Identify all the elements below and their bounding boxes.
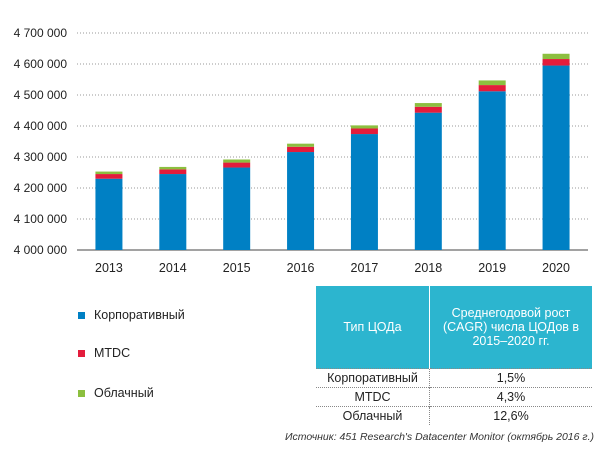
y-tick-label: 4 700 000 bbox=[14, 26, 68, 40]
y-tick-label: 4 200 000 bbox=[14, 181, 68, 195]
bar-mtdc bbox=[542, 59, 570, 66]
bar-cloud bbox=[159, 166, 187, 170]
y-tick-label: 4 500 000 bbox=[14, 88, 68, 102]
cagr-cell-value: 1,5% bbox=[429, 368, 592, 388]
bar-corporate bbox=[350, 134, 378, 250]
table-row: Корпоративный 1,5% bbox=[316, 368, 592, 388]
legend-item-mtdc: MTDC bbox=[78, 346, 130, 360]
bar-cloud bbox=[478, 80, 506, 86]
source-note: Источник: 451 Research's Datacenter Moni… bbox=[284, 431, 594, 443]
bar-corporate bbox=[414, 112, 442, 250]
bar-corporate bbox=[95, 178, 123, 250]
bar-mtdc bbox=[414, 106, 442, 113]
y-tick-label: 4 000 000 bbox=[14, 243, 68, 257]
bar-corporate bbox=[542, 65, 570, 250]
x-tick-label: 2015 bbox=[223, 261, 251, 275]
cagr-header-growth: Среднегодовой рост (CAGR) числа ЦОДов в … bbox=[429, 286, 592, 369]
cagr-table-header: Тип ЦОДа Среднегодовой рост (CAGR) числа… bbox=[316, 286, 592, 369]
x-tick-label: 2020 bbox=[542, 261, 570, 275]
cagr-header-type: Тип ЦОДа bbox=[316, 286, 430, 369]
x-tick-label: 2013 bbox=[95, 261, 123, 275]
legend-label-corporate: Корпоративный bbox=[94, 308, 185, 322]
legend-item-corporate: Корпоративный bbox=[78, 308, 185, 322]
x-tick-label: 2019 bbox=[478, 261, 506, 275]
cagr-table: Тип ЦОДа Среднегодовой рост (CAGR) числа… bbox=[316, 286, 592, 425]
bar-corporate bbox=[159, 174, 187, 250]
bar-cloud bbox=[287, 143, 315, 147]
y-tick-label: 4 300 000 bbox=[14, 150, 68, 164]
bar-mtdc bbox=[478, 85, 506, 92]
stacked-bar-chart: 4 000 000 4 100 000 4 200 000 4 300 000 4 40… bbox=[14, 26, 588, 275]
legend-swatch-mtdc bbox=[78, 349, 85, 357]
x-tick-label: 2018 bbox=[414, 261, 442, 275]
cagr-cell-value: 12,6% bbox=[429, 406, 592, 425]
y-tick-label: 4 600 000 bbox=[14, 57, 68, 71]
y-tick-label: 4 400 000 bbox=[14, 119, 68, 133]
x-tick-label: 2016 bbox=[287, 261, 315, 275]
bar-corporate bbox=[287, 152, 315, 250]
x-tick-label: 2014 bbox=[159, 261, 187, 275]
bar-mtdc bbox=[223, 162, 251, 168]
cagr-header-growth-text: Среднегодовой рост (CAGR) числа ЦОДов в … bbox=[442, 306, 580, 348]
bar-cloud bbox=[542, 53, 570, 60]
legend-label-cloud: Облачный bbox=[94, 386, 154, 400]
table-row: MTDC 4,3% bbox=[316, 387, 592, 407]
legend-item-cloud: Облачный bbox=[78, 386, 154, 400]
bar-mtdc bbox=[95, 174, 123, 179]
legend-swatch-corporate bbox=[78, 311, 85, 319]
x-tick-label: 2017 bbox=[351, 261, 379, 275]
bar-cloud bbox=[223, 159, 251, 163]
bar-cloud bbox=[350, 125, 378, 129]
cagr-cell-value: 4,3% bbox=[429, 387, 592, 407]
legend-swatch-cloud bbox=[78, 389, 85, 397]
legend-label-mtdc: MTDC bbox=[94, 346, 131, 360]
bar-mtdc bbox=[350, 128, 378, 135]
bar-cloud bbox=[414, 103, 442, 107]
bar-corporate bbox=[478, 91, 506, 250]
bar-corporate bbox=[223, 167, 251, 250]
bar-cloud bbox=[95, 171, 123, 175]
bar-mtdc bbox=[159, 169, 187, 175]
cagr-cell-type: Облачный bbox=[316, 406, 430, 425]
bar-mtdc bbox=[287, 146, 315, 153]
table-row: Облачный 12,6% bbox=[316, 406, 592, 425]
cagr-cell-type: Корпоративный bbox=[316, 368, 430, 388]
y-tick-label: 4 100 000 bbox=[14, 212, 68, 226]
cagr-cell-type: MTDC bbox=[316, 387, 430, 407]
